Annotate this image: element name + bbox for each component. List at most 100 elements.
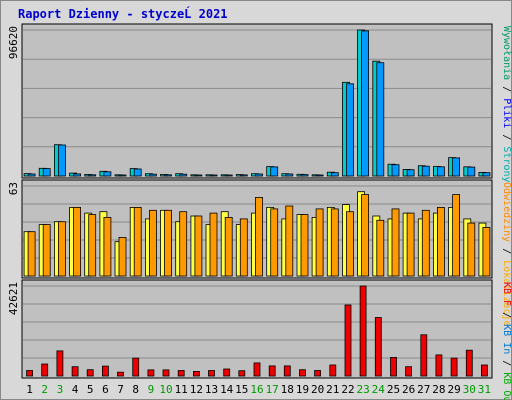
bar-visits-27 [421, 209, 430, 277]
bar-files-14 [224, 174, 233, 177]
bar-kb-17 [268, 365, 276, 377]
bar-files-4 [73, 173, 81, 177]
bar-kb-2 [41, 363, 49, 377]
bar-files-27 [421, 165, 430, 177]
x-tick-label: 12 [190, 383, 203, 396]
bar-visits-4 [73, 206, 81, 277]
bar-visits-13 [209, 212, 218, 277]
bar-kb-16 [253, 362, 261, 377]
bar-kb-6 [102, 365, 109, 377]
bar-kb-1 [26, 370, 34, 377]
bar-files-30 [467, 166, 476, 177]
x-tick-label: 13 [205, 383, 218, 396]
x-tick-label: 21 [326, 383, 339, 396]
right-legend: KB F / KB In / KB Out [501, 282, 512, 400]
x-tick-label: 17 [266, 383, 279, 396]
panel-middle: 63 Odwiedziny / Lokalizacje [7, 179, 512, 327]
x-tick-label: 4 [72, 383, 79, 396]
x-tick-label: 8 [132, 383, 139, 396]
legend-entry: Odwiedziny [501, 182, 512, 242]
bar-kb-8 [132, 357, 140, 377]
legend-entry: Wywołania [501, 26, 512, 80]
bar-files-9 [148, 173, 157, 177]
x-tick-label: 14 [220, 383, 234, 396]
bar-kb-18 [283, 365, 291, 377]
bar-kb-13 [208, 370, 215, 377]
legend-entry: KB F [501, 282, 512, 306]
bar-files-11 [179, 173, 188, 177]
bar-kb-11 [177, 370, 185, 377]
x-tick-label: 11 [175, 383, 188, 396]
bar-kb-15 [238, 370, 246, 377]
bar-kb-14 [223, 368, 231, 377]
bar-visits-11 [179, 211, 188, 277]
x-tick-label: 3 [57, 383, 64, 396]
x-tick-label: 25 [387, 383, 400, 396]
y-axis-max-label: 42621 [7, 282, 20, 315]
bar-visits-29 [452, 194, 461, 277]
bar-visits-25 [391, 208, 400, 277]
legend-entry: KB Out [501, 372, 512, 400]
bar-kb-24 [374, 317, 382, 377]
bar-files-8 [133, 168, 142, 177]
bar-visits-8 [133, 206, 142, 277]
x-axis-tick-labels: 1 2 3 4 5 6 7 8 9 10 11 12 13 14 15 16 17 18 19 20 21 22 23 24 2… [26, 383, 491, 396]
bar-files-6 [103, 171, 112, 177]
x-tick-label: 30 [463, 383, 476, 396]
x-tick-label: 26 [402, 383, 415, 396]
x-tick-label: 24 [372, 383, 386, 396]
legend-entry: Lokalizacje [501, 260, 512, 326]
x-tick-label: 18 [281, 383, 294, 396]
bar-visits-14 [224, 216, 233, 277]
bar-files-1 [27, 173, 36, 177]
right-legend: Wywołania / Pliki / Strony [501, 26, 512, 183]
bar-visits-16 [255, 196, 263, 277]
x-tick-label: 6 [102, 383, 109, 396]
bar-visits-7 [118, 236, 127, 277]
bar-kb-5 [86, 369, 94, 377]
bar-files-3 [58, 144, 66, 177]
bar-visits-2 [42, 224, 51, 277]
bar-visits-28 [436, 206, 445, 277]
bar-visits-18 [285, 205, 294, 277]
x-tick-label: 2 [41, 383, 48, 396]
y-axis-max-label: 96620 [7, 26, 20, 59]
panel-bottom: 42621 KB F / KB In / KB Out [7, 279, 512, 400]
bar-files-28 [436, 166, 445, 177]
bar-kb-3 [56, 350, 64, 377]
bar-visits-24 [376, 219, 385, 277]
x-tick-label: 22 [341, 383, 354, 396]
bar-visits-15 [239, 218, 248, 277]
x-tick-label: 1 [26, 383, 33, 396]
legend-entry: Strony [501, 146, 512, 182]
bar-kb-19 [299, 369, 306, 377]
bar-files-2 [42, 168, 51, 177]
bar-visits-12 [194, 215, 203, 277]
chart-title: Raport Dzienny - styczeĹ 2021 [18, 6, 228, 21]
legend-entry: / [501, 306, 512, 324]
x-tick-label: 7 [117, 383, 124, 396]
bar-kb-10 [162, 369, 170, 377]
bar-kb-25 [390, 356, 397, 377]
bar-files-19 [300, 174, 309, 177]
bar-files-22 [346, 83, 354, 177]
bar-files-21 [330, 172, 339, 177]
bar-files-26 [406, 169, 415, 177]
x-tick-label: 31 [478, 383, 491, 396]
bar-files-23 [361, 30, 370, 177]
bar-kb-30 [465, 349, 473, 377]
bar-files-7 [118, 174, 127, 177]
x-tick-label: 19 [296, 383, 309, 396]
bar-kb-26 [405, 366, 413, 377]
bar-visits-26 [406, 212, 415, 277]
bar-kb-20 [314, 370, 322, 377]
bar-files-10 [164, 174, 172, 177]
x-tick-label: 5 [87, 383, 94, 396]
bar-kb-4 [71, 366, 79, 377]
legend-entry: / [501, 80, 512, 98]
bar-visits-1 [27, 231, 36, 277]
bar-files-25 [391, 164, 400, 177]
bar-visits-31 [482, 226, 491, 277]
bar-visits-22 [346, 211, 354, 277]
bar-visits-30 [467, 222, 476, 277]
